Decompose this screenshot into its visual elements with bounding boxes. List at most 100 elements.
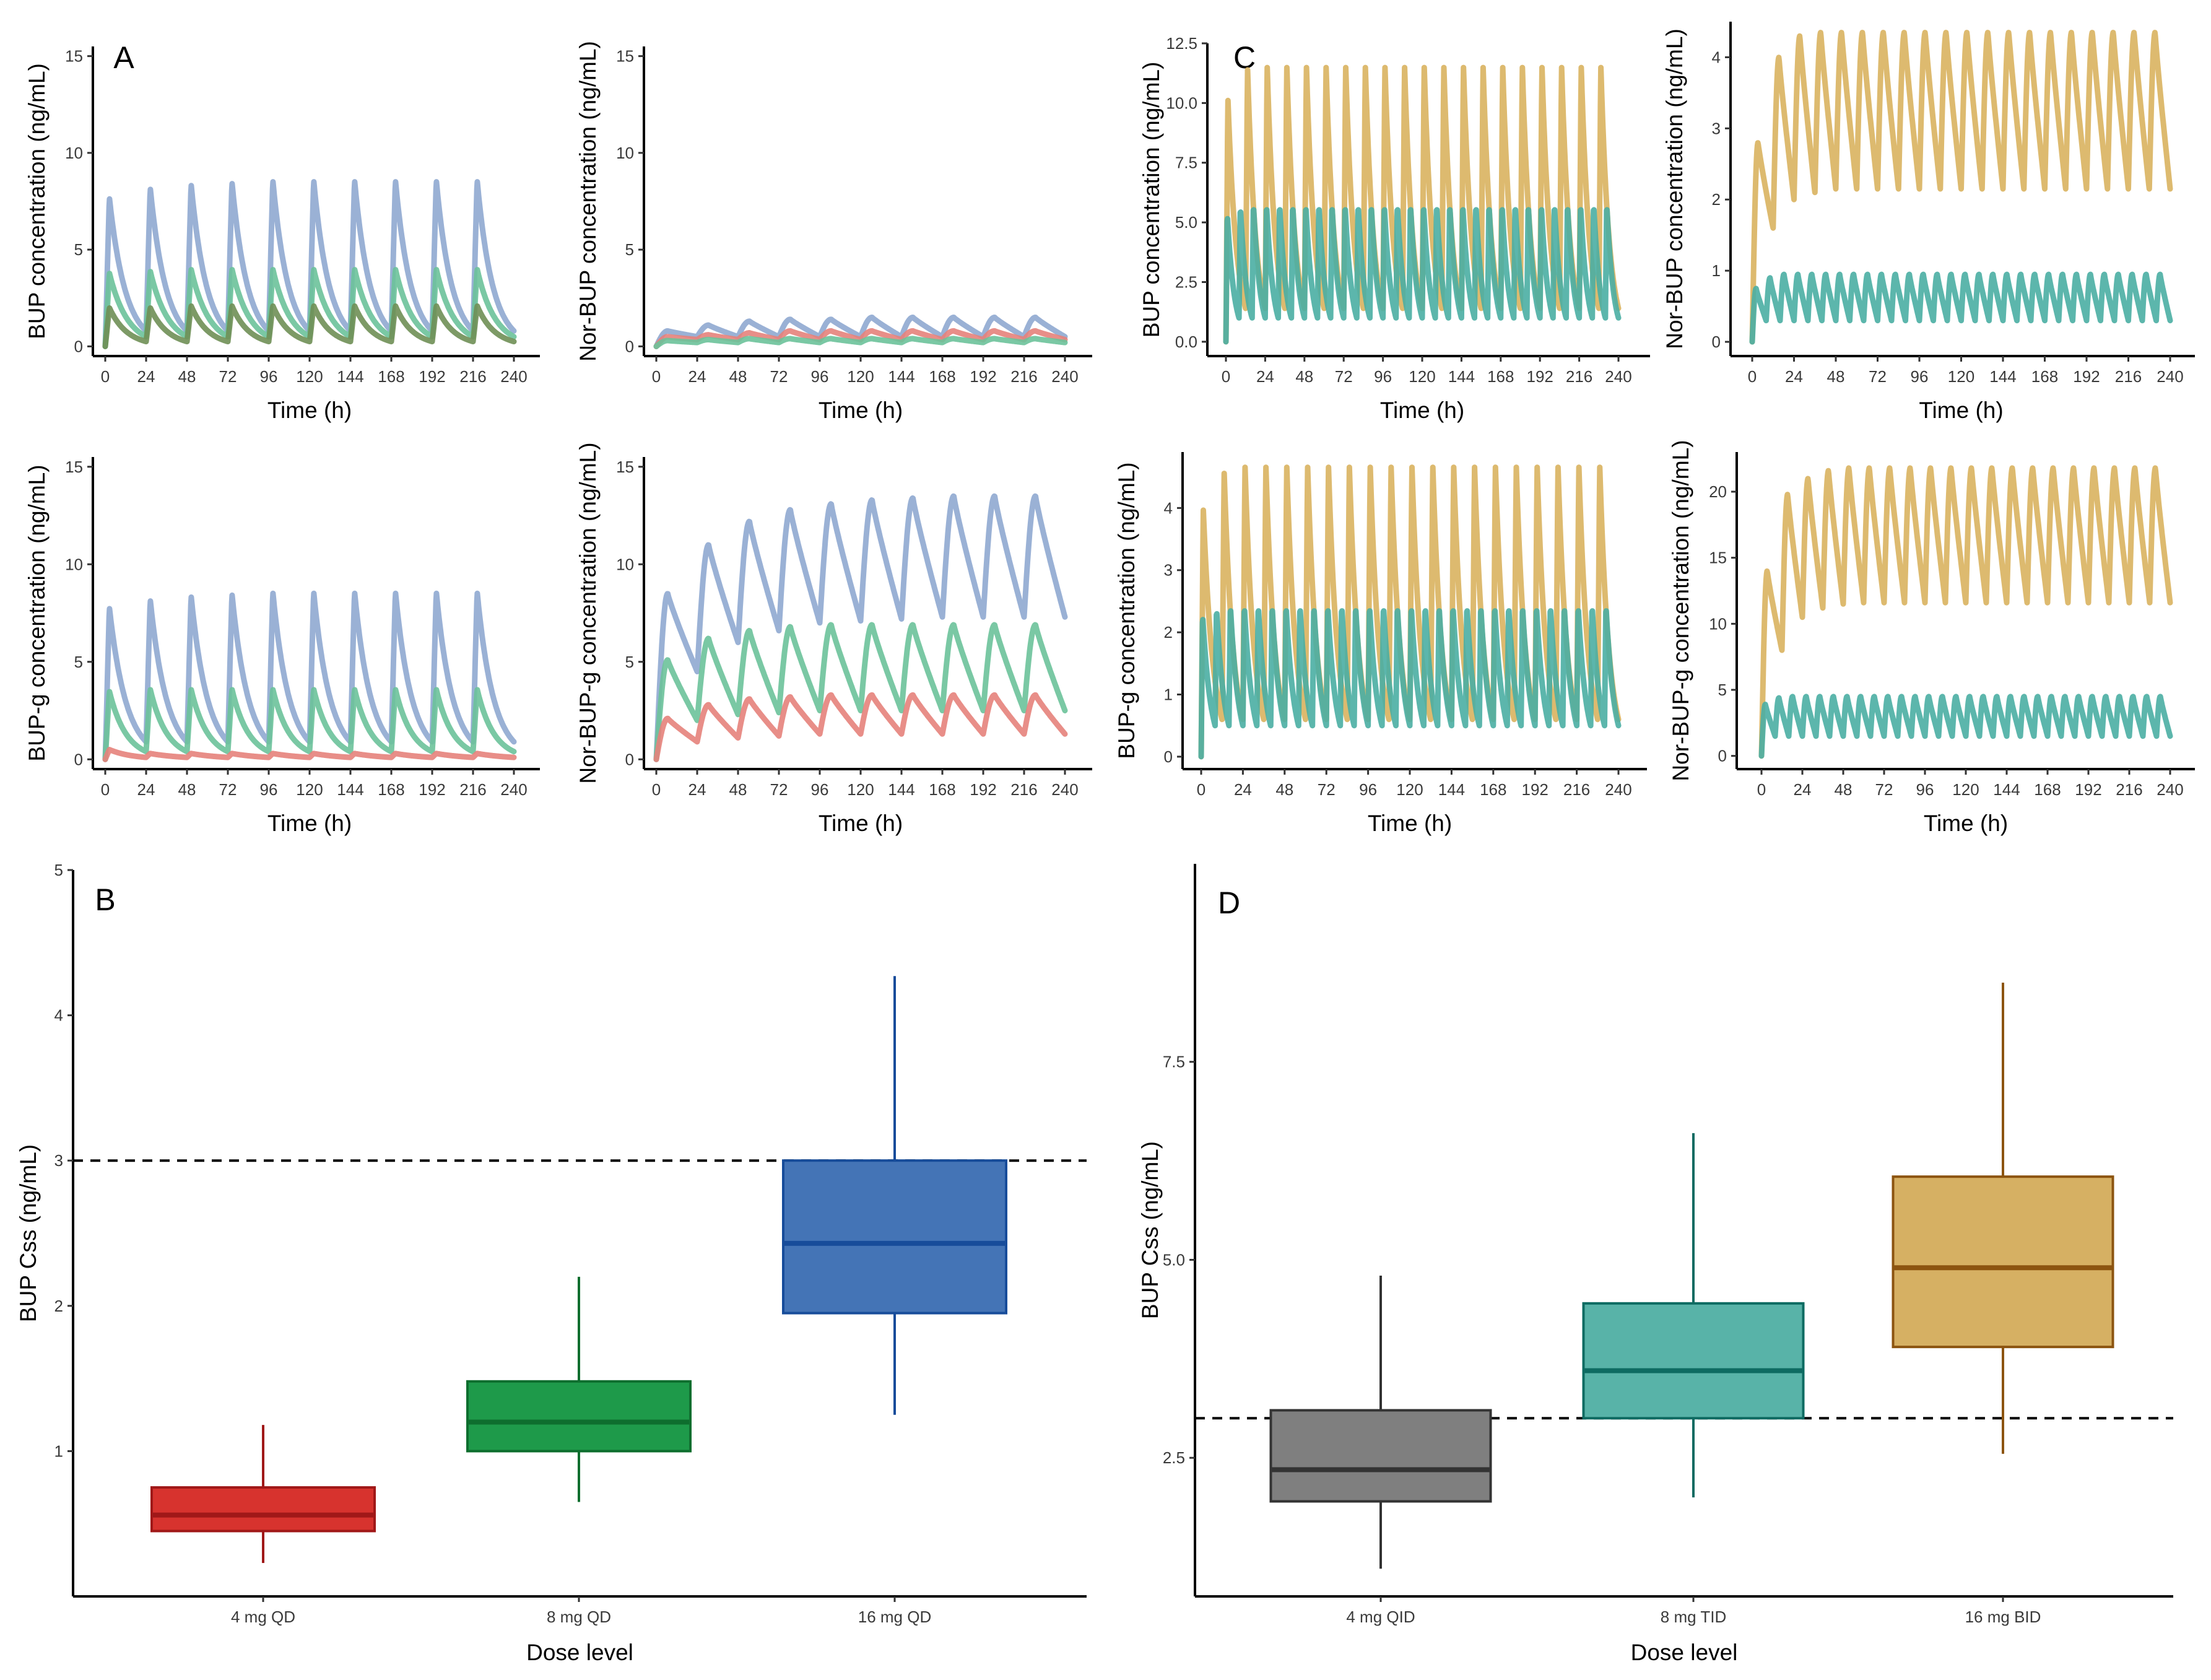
x-tick-label: 96 [1911,367,1929,386]
x-tick-label: 216 [459,367,486,386]
x-tick-label: 120 [847,780,874,799]
x-axis-title: Dose level [1631,1640,1738,1665]
y-axis-title: Nor-BUP-g concentration (ng/mL) [575,442,601,783]
x-tick-label: 24 [137,367,155,386]
y-tick-label: 7.5 [1163,1053,1185,1071]
x-tick-label: 120 [1409,367,1435,386]
x-tick-label: 168 [1480,780,1506,799]
x-axis-title: Time (h) [1924,811,2008,836]
x-tick-label: 216 [1566,367,1592,386]
x-tick-label: 72 [1335,367,1353,386]
x-tick-label: 168 [378,780,404,799]
series-line-green [653,336,1068,349]
x-tick-label: 72 [770,367,788,386]
box-iqr [150,1486,376,1533]
x-axis-title: Time (h) [267,398,352,423]
x-tick-label: 4 mg QID [1346,1608,1415,1626]
y-tick-label: 1 [1164,685,1173,704]
y-tick-label: 4 [1712,48,1721,66]
chart-panel-b: 1 2 3 4 5 BUP Css (ng/mL) B 4 mg QD 8 mg QD 16 mg… [15,861,1087,1665]
x-tick-label: 120 [1952,780,1979,799]
y-tick-label: 0 [625,750,634,768]
y-tick-label: 0 [74,750,83,768]
x-tick-label: 48 [729,367,747,386]
box-iqr [1269,1409,1492,1503]
x-tick-label: 120 [296,780,323,799]
panel-label: A [113,40,134,75]
x-tick-label: 168 [2034,780,2061,799]
series-line-blue [653,493,1068,762]
series-line-gold [1749,30,2173,345]
x-axis-title: Time (h) [1368,811,1452,836]
chart-panel-a4: 0 5 10 15 Nor-BUP-g concentration (ng/mL) 0 24… [575,442,1092,836]
y-tick-label: 15 [1709,549,1727,567]
box-iqr [1892,1175,2114,1349]
panel-label: C [1233,40,1256,75]
series-line-gold [1758,465,2173,759]
y-axis-title: BUP Css (ng/mL) [15,1144,41,1322]
x-tick-label: 144 [1438,780,1465,799]
x-tick-label: 240 [2157,367,2183,386]
x-tick-label: 0 [652,367,661,386]
x-tick-label: 168 [929,367,955,386]
x-tick-label: 48 [1295,367,1313,386]
y-tick-label: 20 [1709,482,1727,501]
x-tick-label: 240 [1605,780,1631,799]
y-tick-label: 2 [1164,623,1173,642]
x-tick-label: 240 [1051,367,1078,386]
y-tick-label: 2.5 [1175,272,1197,291]
y-axis-title: Nor-BUP concentration (ng/mL) [575,41,601,362]
x-tick-label: 192 [419,780,445,799]
x-tick-label: 192 [2075,780,2101,799]
y-tick-label: 15 [616,458,634,476]
x-tick-label: 192 [419,367,445,386]
x-tick-label: 96 [1916,780,1934,799]
y-tick-label: 0 [1164,747,1173,766]
x-tick-label: 168 [2031,367,2058,386]
y-axis-title: BUP-g concentration (ng/mL) [24,464,50,761]
x-tick-label: 96 [1359,780,1377,799]
x-tick-label: 0 [101,367,110,386]
x-tick-label: 192 [970,780,996,799]
x-tick-label: 144 [1989,367,2016,386]
x-tick-label: 8 mg QD [547,1608,611,1626]
x-tick-label: 216 [2115,367,2142,386]
x-axis-title: Dose level [526,1640,633,1665]
x-tick-label: 96 [811,780,829,799]
x-tick-label: 144 [337,367,363,386]
y-tick-label: 5 [1718,681,1727,699]
x-tick-label: 48 [178,780,196,799]
y-tick-label: 5 [625,653,634,671]
x-tick-label: 96 [1374,367,1392,386]
x-tick-label: 144 [1448,367,1475,386]
y-axis-title: BUP concentration (ng/mL) [1139,62,1164,338]
x-tick-label: 72 [219,780,237,799]
x-tick-label: 48 [729,780,747,799]
x-tick-label: 240 [500,367,527,386]
chart-panel-d: 2.5 5.0 7.5 BUP Css (ng/mL) D 4 mg QID 8 mg TI… [1137,864,2173,1665]
x-tick-label: 120 [1948,367,1974,386]
y-tick-label: 15 [65,458,83,476]
chart-panel-c3: 0 1 2 3 4 BUP-g concentration (ng/mL) 0 24 48 72 9… [1114,452,1647,836]
y-tick-label: 0 [74,337,83,355]
y-tick-label: 10 [1709,614,1727,633]
x-tick-label: 24 [1256,367,1274,386]
x-tick-label: 216 [2116,780,2142,799]
y-tick-label: 15 [616,47,634,66]
y-tick-label: 5.0 [1163,1250,1185,1269]
x-tick-label: 24 [688,367,706,386]
x-tick-label: 16 mg QD [858,1608,932,1626]
box-iqr [782,1159,1007,1315]
y-axis-title: Nor-BUP concentration (ng/mL) [1662,28,1687,349]
x-tick-label: 120 [1396,780,1423,799]
series-line-green [653,622,1068,762]
y-tick-label: 2 [1712,190,1721,209]
y-tick-label: 5.0 [1175,213,1197,232]
box-iqr [1582,1302,1805,1420]
panel-label: B [95,882,115,917]
x-tick-label: 24 [1234,780,1252,799]
y-tick-label: 5 [54,861,63,879]
y-tick-label: 7.5 [1175,154,1197,172]
x-tick-label: 216 [1010,780,1037,799]
